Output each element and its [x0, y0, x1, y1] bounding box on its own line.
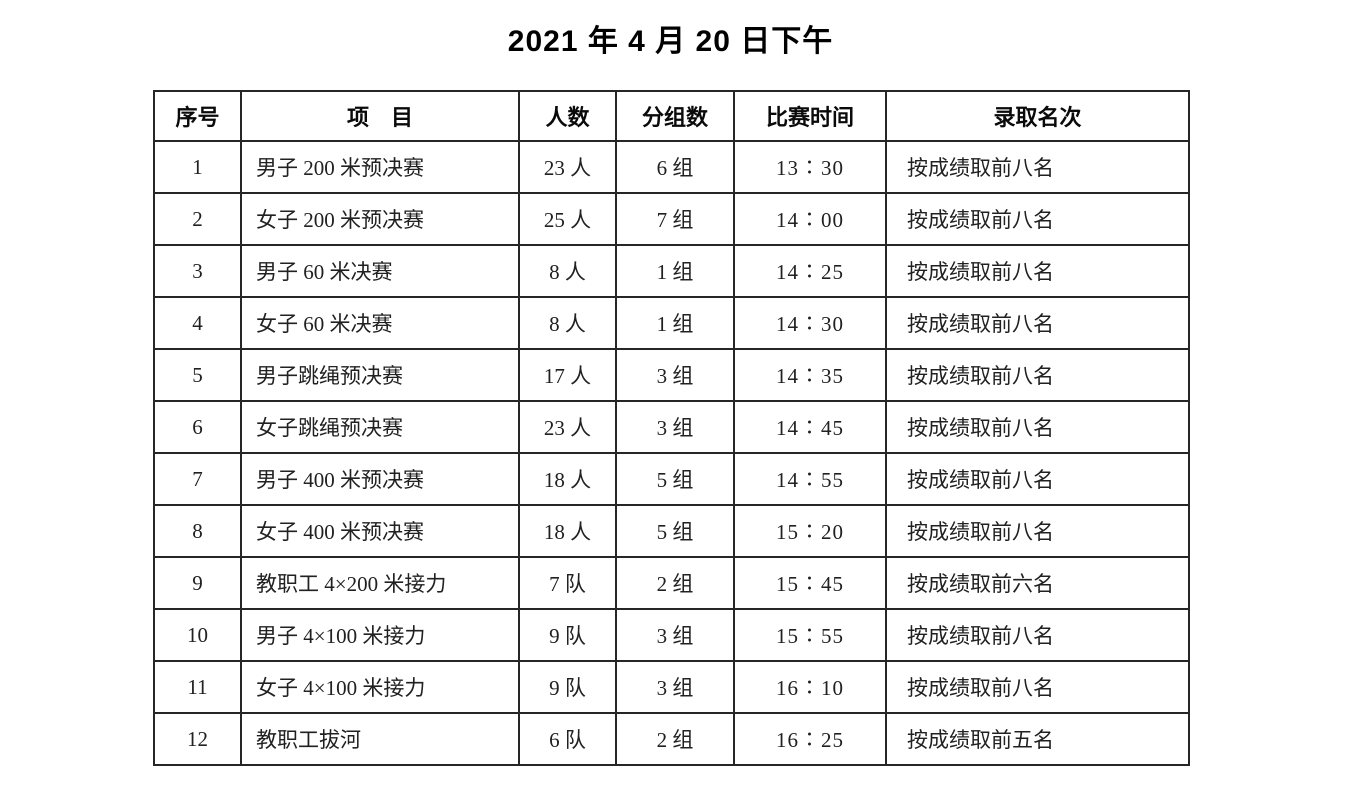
participant-count-cell: 17 人: [518, 348, 617, 402]
start-time-cell: 16∶10: [733, 660, 887, 714]
participant-count-cell: 23 人: [518, 140, 617, 194]
column-header-time: 比赛时间: [733, 90, 887, 142]
document-title: 2021 年 4 月 20 日下午: [507, 25, 834, 58]
group-count-cell: 3 组: [615, 660, 735, 714]
event-name-cell: 女子 60 米决赛: [240, 296, 520, 350]
placing-rule-cell: 按成绩取前八名: [885, 348, 1190, 402]
participant-count-cell: 8 人: [518, 296, 617, 350]
schedule-table: 序号 项 目 人数 分组数 比赛时间 录取名次 1 男子 200 米预决赛 23 人…: [153, 90, 1190, 766]
row-number-cell: 8: [153, 504, 242, 558]
start-time-cell: 14∶30: [733, 296, 887, 350]
placing-rule-cell: 按成绩取前五名: [885, 712, 1190, 766]
event-name-cell: 女子跳绳预决赛: [240, 400, 520, 454]
start-time-cell: 15∶55: [733, 608, 887, 662]
start-time-cell: 14∶00: [733, 192, 887, 246]
row-number-cell: 3: [153, 244, 242, 298]
start-time-cell: 15∶45: [733, 556, 887, 610]
participant-count-cell: 9 队: [518, 660, 617, 714]
row-number-cell: 1: [153, 140, 242, 194]
start-time-cell: 14∶35: [733, 348, 887, 402]
column-header-number: 序号: [153, 90, 242, 142]
event-name-cell: 女子 400 米预决赛: [240, 504, 520, 558]
schedule-table-header: 序号 项 目 人数 分组数 比赛时间 录取名次: [153, 90, 1190, 142]
group-count-cell: 1 组: [615, 296, 735, 350]
event-name-cell: 男子 200 米预决赛: [240, 140, 520, 194]
event-name-cell: 教职工拔河: [240, 712, 520, 766]
column-header-participants: 人数: [518, 90, 617, 142]
event-name-cell: 女子 200 米预决赛: [240, 192, 520, 246]
column-header-groups: 分组数: [615, 90, 735, 142]
group-count-cell: 2 组: [615, 712, 735, 766]
start-time-cell: 14∶25: [733, 244, 887, 298]
participant-count-cell: 18 人: [518, 504, 617, 558]
group-count-cell: 3 组: [615, 400, 735, 454]
placing-rule-cell: 按成绩取前六名: [885, 556, 1190, 610]
group-count-cell: 6 组: [615, 140, 735, 194]
participant-count-cell: 6 队: [518, 712, 617, 766]
participant-count-cell: 8 人: [518, 244, 617, 298]
event-name-cell: 女子 4×100 米接力: [240, 660, 520, 714]
placing-rule-cell: 按成绩取前八名: [885, 192, 1190, 246]
start-time-cell: 15∶20: [733, 504, 887, 558]
start-time-cell: 13∶30: [733, 140, 887, 194]
participant-count-cell: 23 人: [518, 400, 617, 454]
row-number-cell: 9: [153, 556, 242, 610]
group-count-cell: 3 组: [615, 608, 735, 662]
group-count-cell: 7 组: [615, 192, 735, 246]
placing-rule-cell: 按成绩取前八名: [885, 452, 1190, 506]
placing-rule-cell: 按成绩取前八名: [885, 244, 1190, 298]
placing-rule-cell: 按成绩取前八名: [885, 608, 1190, 662]
row-number-cell: 11: [153, 660, 242, 714]
participant-count-cell: 25 人: [518, 192, 617, 246]
row-number-cell: 6: [153, 400, 242, 454]
event-name-cell: 男子跳绳预决赛: [240, 348, 520, 402]
group-count-cell: 3 组: [615, 348, 735, 402]
column-header-event: 项 目: [240, 90, 520, 142]
start-time-cell: 16∶25: [733, 712, 887, 766]
row-number-cell: 4: [153, 296, 242, 350]
group-count-cell: 5 组: [615, 452, 735, 506]
event-name-cell: 男子 4×100 米接力: [240, 608, 520, 662]
document-body: 2021 年 4 月 20 日下午 序号 项 目 人数 分组数 比赛时间 录取名…: [153, 25, 1190, 766]
group-count-cell: 1 组: [615, 244, 735, 298]
placing-rule-cell: 按成绩取前八名: [885, 140, 1190, 194]
participant-count-cell: 9 队: [518, 608, 617, 662]
participant-count-cell: 7 队: [518, 556, 617, 610]
row-number-cell: 10: [153, 608, 242, 662]
header-row: 序号 项 目 人数 分组数 比赛时间 录取名次: [153, 90, 1190, 142]
row-number-cell: 12: [153, 712, 242, 766]
placing-rule-cell: 按成绩取前八名: [885, 296, 1190, 350]
row-number-cell: 5: [153, 348, 242, 402]
placing-rule-cell: 按成绩取前八名: [885, 660, 1190, 714]
start-time-cell: 14∶55: [733, 452, 887, 506]
column-header-placing: 录取名次: [885, 90, 1190, 142]
start-time-cell: 14∶45: [733, 400, 887, 454]
event-name-cell: 男子 400 米预决赛: [240, 452, 520, 506]
placing-rule-cell: 按成绩取前八名: [885, 400, 1190, 454]
row-number-cell: 7: [153, 452, 242, 506]
event-name-cell: 教职工 4×200 米接力: [240, 556, 520, 610]
placing-rule-cell: 按成绩取前八名: [885, 504, 1190, 558]
group-count-cell: 5 组: [615, 504, 735, 558]
row-number-cell: 2: [153, 192, 242, 246]
participant-count-cell: 18 人: [518, 452, 617, 506]
group-count-cell: 2 组: [615, 556, 735, 610]
event-name-cell: 男子 60 米决赛: [240, 244, 520, 298]
